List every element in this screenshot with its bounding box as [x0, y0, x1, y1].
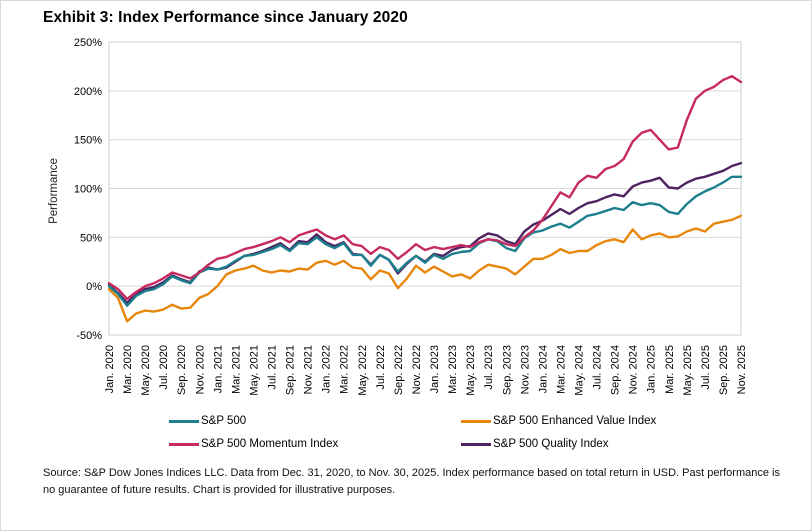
- x-tick-label: Mar. 2025: [664, 345, 676, 394]
- line-enhanced_value: [107, 214, 743, 323]
- legend-item-quality: S&P 500 Quality Index: [461, 437, 743, 451]
- x-tick-label: Sep. 2021: [285, 345, 297, 395]
- line-sp500: [107, 175, 743, 307]
- line-quality: [107, 161, 743, 304]
- y-tick-label: 200%: [74, 86, 102, 98]
- x-tick-label: Sep. 2020: [176, 345, 188, 395]
- x-tick-label: Mar. 2023: [447, 345, 459, 394]
- source-note: Source: S&P Dow Jones Indices LLC. Data …: [43, 467, 780, 496]
- y-tick-label: 100%: [74, 184, 102, 196]
- x-tick-label: Jul. 2020: [158, 345, 170, 390]
- x-tick-label: Jan. 2022: [321, 345, 333, 393]
- x-tick-label: Jan. 2020: [104, 345, 116, 393]
- x-tick-label: Mar. 2024: [555, 345, 567, 394]
- x-tick-label: Jan. 2023: [429, 345, 441, 393]
- plot-border: [108, 41, 742, 336]
- line-momentum: [107, 74, 743, 301]
- legend-swatch-sp500: [169, 420, 199, 424]
- legend-swatch-enhanced-value: [461, 420, 491, 424]
- x-tick-label: Nov. 2022: [411, 345, 423, 394]
- x-tick-label: Jan. 2021: [212, 345, 224, 393]
- x-tick-label: Jul. 2021: [267, 345, 279, 390]
- index-performance-chart: 250% 200% 150% 100% 50% 0% -50%Jan. 2020 Mar. 2…: [48, 37, 748, 396]
- y-tick-label: 150%: [74, 135, 102, 147]
- x-tick-label: Nov. 2024: [628, 345, 640, 394]
- x-tick-label: Jan. 2024: [537, 345, 549, 393]
- x-tick-label: Sep. 2023: [501, 345, 513, 395]
- x-tick-label: Nov. 2025: [736, 345, 748, 394]
- x-tick-label: Jul. 2025: [700, 345, 712, 390]
- x-tick-label: May. 2020: [140, 345, 152, 396]
- x-tick-label: May. 2025: [682, 345, 694, 396]
- chart-legend: S&P 500 S&P 500 Enhanced Value Index S&P…: [169, 415, 743, 451]
- y-axis-title: Performance: [48, 158, 60, 224]
- x-tick-label: Nov. 2020: [194, 345, 206, 394]
- legend-item-sp500: S&P 500: [169, 415, 461, 428]
- y-tick-label: 50%: [80, 232, 102, 244]
- legend-swatch-momentum: [169, 442, 199, 446]
- x-tick-label: Sep. 2022: [393, 345, 405, 395]
- x-tick-label: Mar. 2021: [230, 345, 242, 394]
- y-tick-label: 0%: [86, 281, 102, 293]
- legend-label-quality: S&P 500 Quality Index: [493, 437, 609, 450]
- legend-label-momentum: S&P 500 Momentum Index: [201, 437, 339, 450]
- x-tick-label: Nov. 2021: [303, 345, 315, 394]
- y-tick-label: -50%: [76, 330, 102, 342]
- x-tick-label: Jul. 2022: [375, 345, 387, 390]
- x-tick-label: Jul. 2024: [592, 345, 604, 390]
- legend-label-sp500: S&P 500: [201, 415, 247, 427]
- x-tick-label: May. 2024: [573, 345, 585, 396]
- x-tick-label: Mar. 2022: [339, 345, 351, 394]
- chart-title: Exhibit 3: Index Performance since Janua…: [43, 9, 408, 26]
- x-tick-label: Nov. 2023: [519, 345, 531, 394]
- x-tick-label: Sep. 2025: [718, 345, 730, 395]
- x-tick-label: Sep. 2024: [610, 345, 622, 395]
- legend-item-momentum: S&P 500 Momentum Index: [169, 437, 461, 451]
- legend-swatch-quality: [461, 442, 491, 446]
- y-tick-label: 250%: [74, 37, 102, 49]
- legend-label-enhanced-value: S&P 500 Enhanced Value Index: [493, 415, 657, 427]
- x-tick-label: May. 2021: [248, 345, 260, 396]
- legend-item-enhanced-value: S&P 500 Enhanced Value Index: [461, 415, 743, 428]
- x-tick-label: Jan. 2025: [646, 345, 658, 393]
- x-tick-label: May. 2022: [357, 345, 369, 396]
- x-tick-label: Jul. 2023: [483, 345, 495, 390]
- x-tick-label: May. 2023: [465, 345, 477, 396]
- x-tick-label: Mar. 2020: [122, 345, 134, 394]
